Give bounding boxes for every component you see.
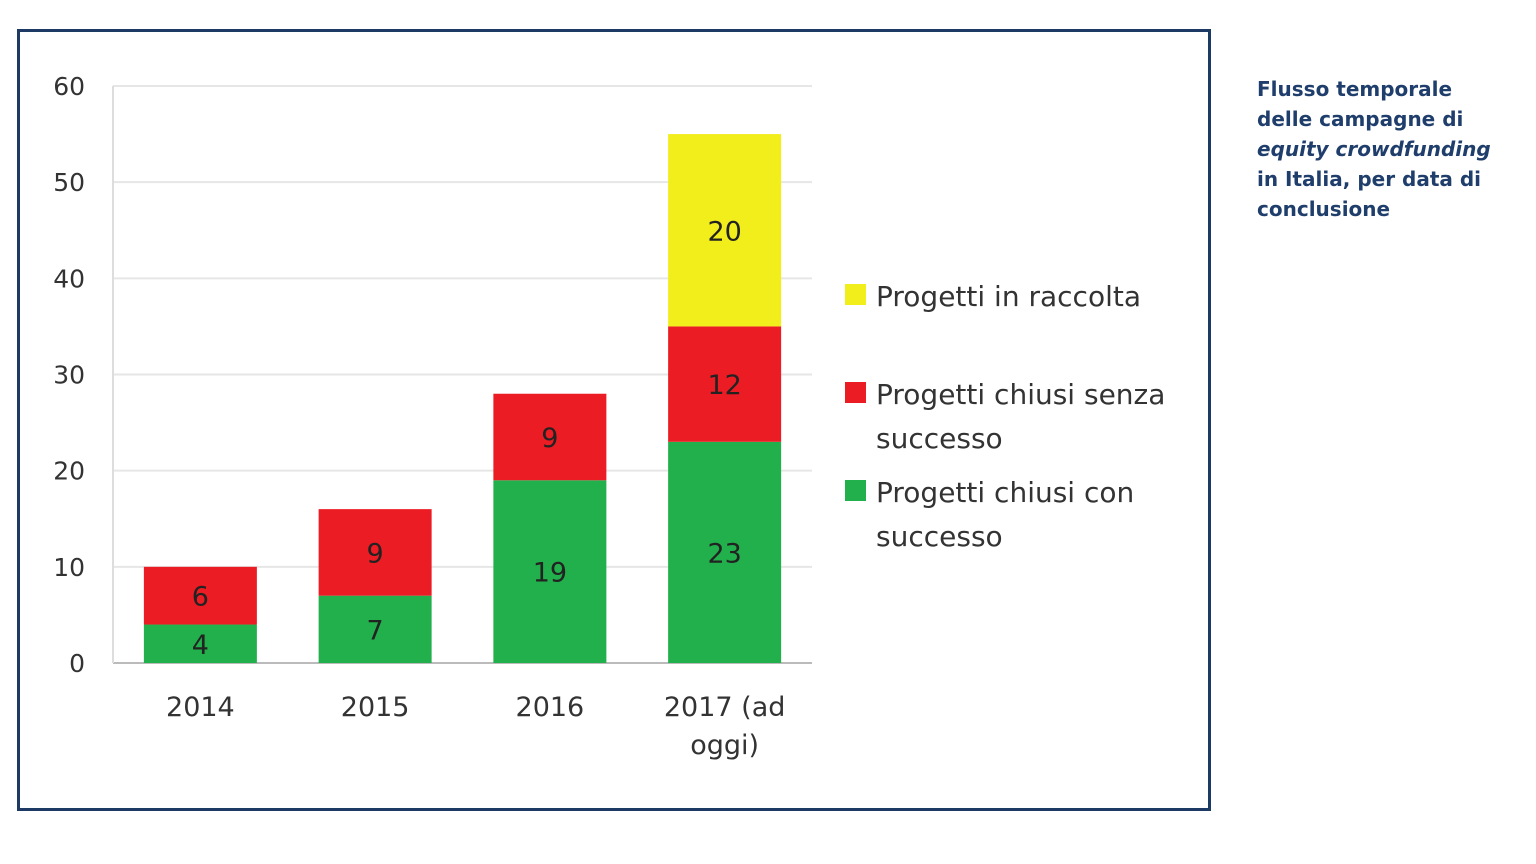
caption-line: delle campagne di <box>1257 107 1464 131</box>
y-tick-label: 30 <box>53 361 85 390</box>
y-tick-label: 0 <box>69 649 85 678</box>
data-label: 23 <box>707 538 741 569</box>
data-label: 4 <box>192 630 209 661</box>
legend-label: successo <box>876 520 1003 553</box>
legend-swatch <box>845 284 866 305</box>
y-tick-label: 60 <box>53 72 85 101</box>
data-label: 9 <box>541 423 558 454</box>
data-label: 7 <box>367 615 384 646</box>
caption-italic: equity crowdfunding <box>1257 137 1491 161</box>
y-tick-label: 20 <box>53 457 85 486</box>
data-label: 9 <box>367 538 384 569</box>
legend-label: Progetti chiusi con <box>876 476 1134 509</box>
legend-label: Progetti chiusi senza <box>876 378 1165 411</box>
legend-label: Progetti in raccolta <box>876 280 1141 313</box>
data-label: 19 <box>533 558 567 589</box>
legend-swatch <box>845 480 866 501</box>
bar-segment <box>318 595 432 663</box>
caption-line: conclusione <box>1257 197 1391 221</box>
x-tick-label: 2017 (ad <box>664 692 786 723</box>
caption-line: in Italia, per data di <box>1257 167 1482 191</box>
legend-label: successo <box>876 422 1003 455</box>
chart-caption: Flusso temporale delle campagne di equit… <box>1257 74 1527 224</box>
bar-segment <box>668 134 782 327</box>
y-tick-label: 40 <box>53 264 85 293</box>
legend-swatch <box>845 382 866 403</box>
caption-line: Flusso temporale <box>1257 77 1453 101</box>
bar-segment <box>143 624 257 663</box>
x-tick-label: 2015 <box>341 692 410 723</box>
caption-line: equity crowdfunding <box>1257 134 1527 164</box>
bar-segment <box>493 480 607 663</box>
chart-frame <box>17 29 1211 811</box>
bar-segment <box>668 441 782 663</box>
bar-segment <box>143 566 257 625</box>
data-label: 20 <box>707 216 741 247</box>
bar-segment <box>318 509 432 596</box>
bar-segment <box>668 326 782 442</box>
data-label: 12 <box>707 370 741 401</box>
bar-segment <box>493 393 607 481</box>
y-tick-label: 50 <box>53 168 85 197</box>
data-label: 6 <box>192 582 209 613</box>
y-tick-label: 10 <box>53 553 85 582</box>
x-tick-label: oggi) <box>690 730 759 761</box>
x-tick-label: 2014 <box>166 692 235 723</box>
x-tick-label: 2016 <box>516 692 585 723</box>
